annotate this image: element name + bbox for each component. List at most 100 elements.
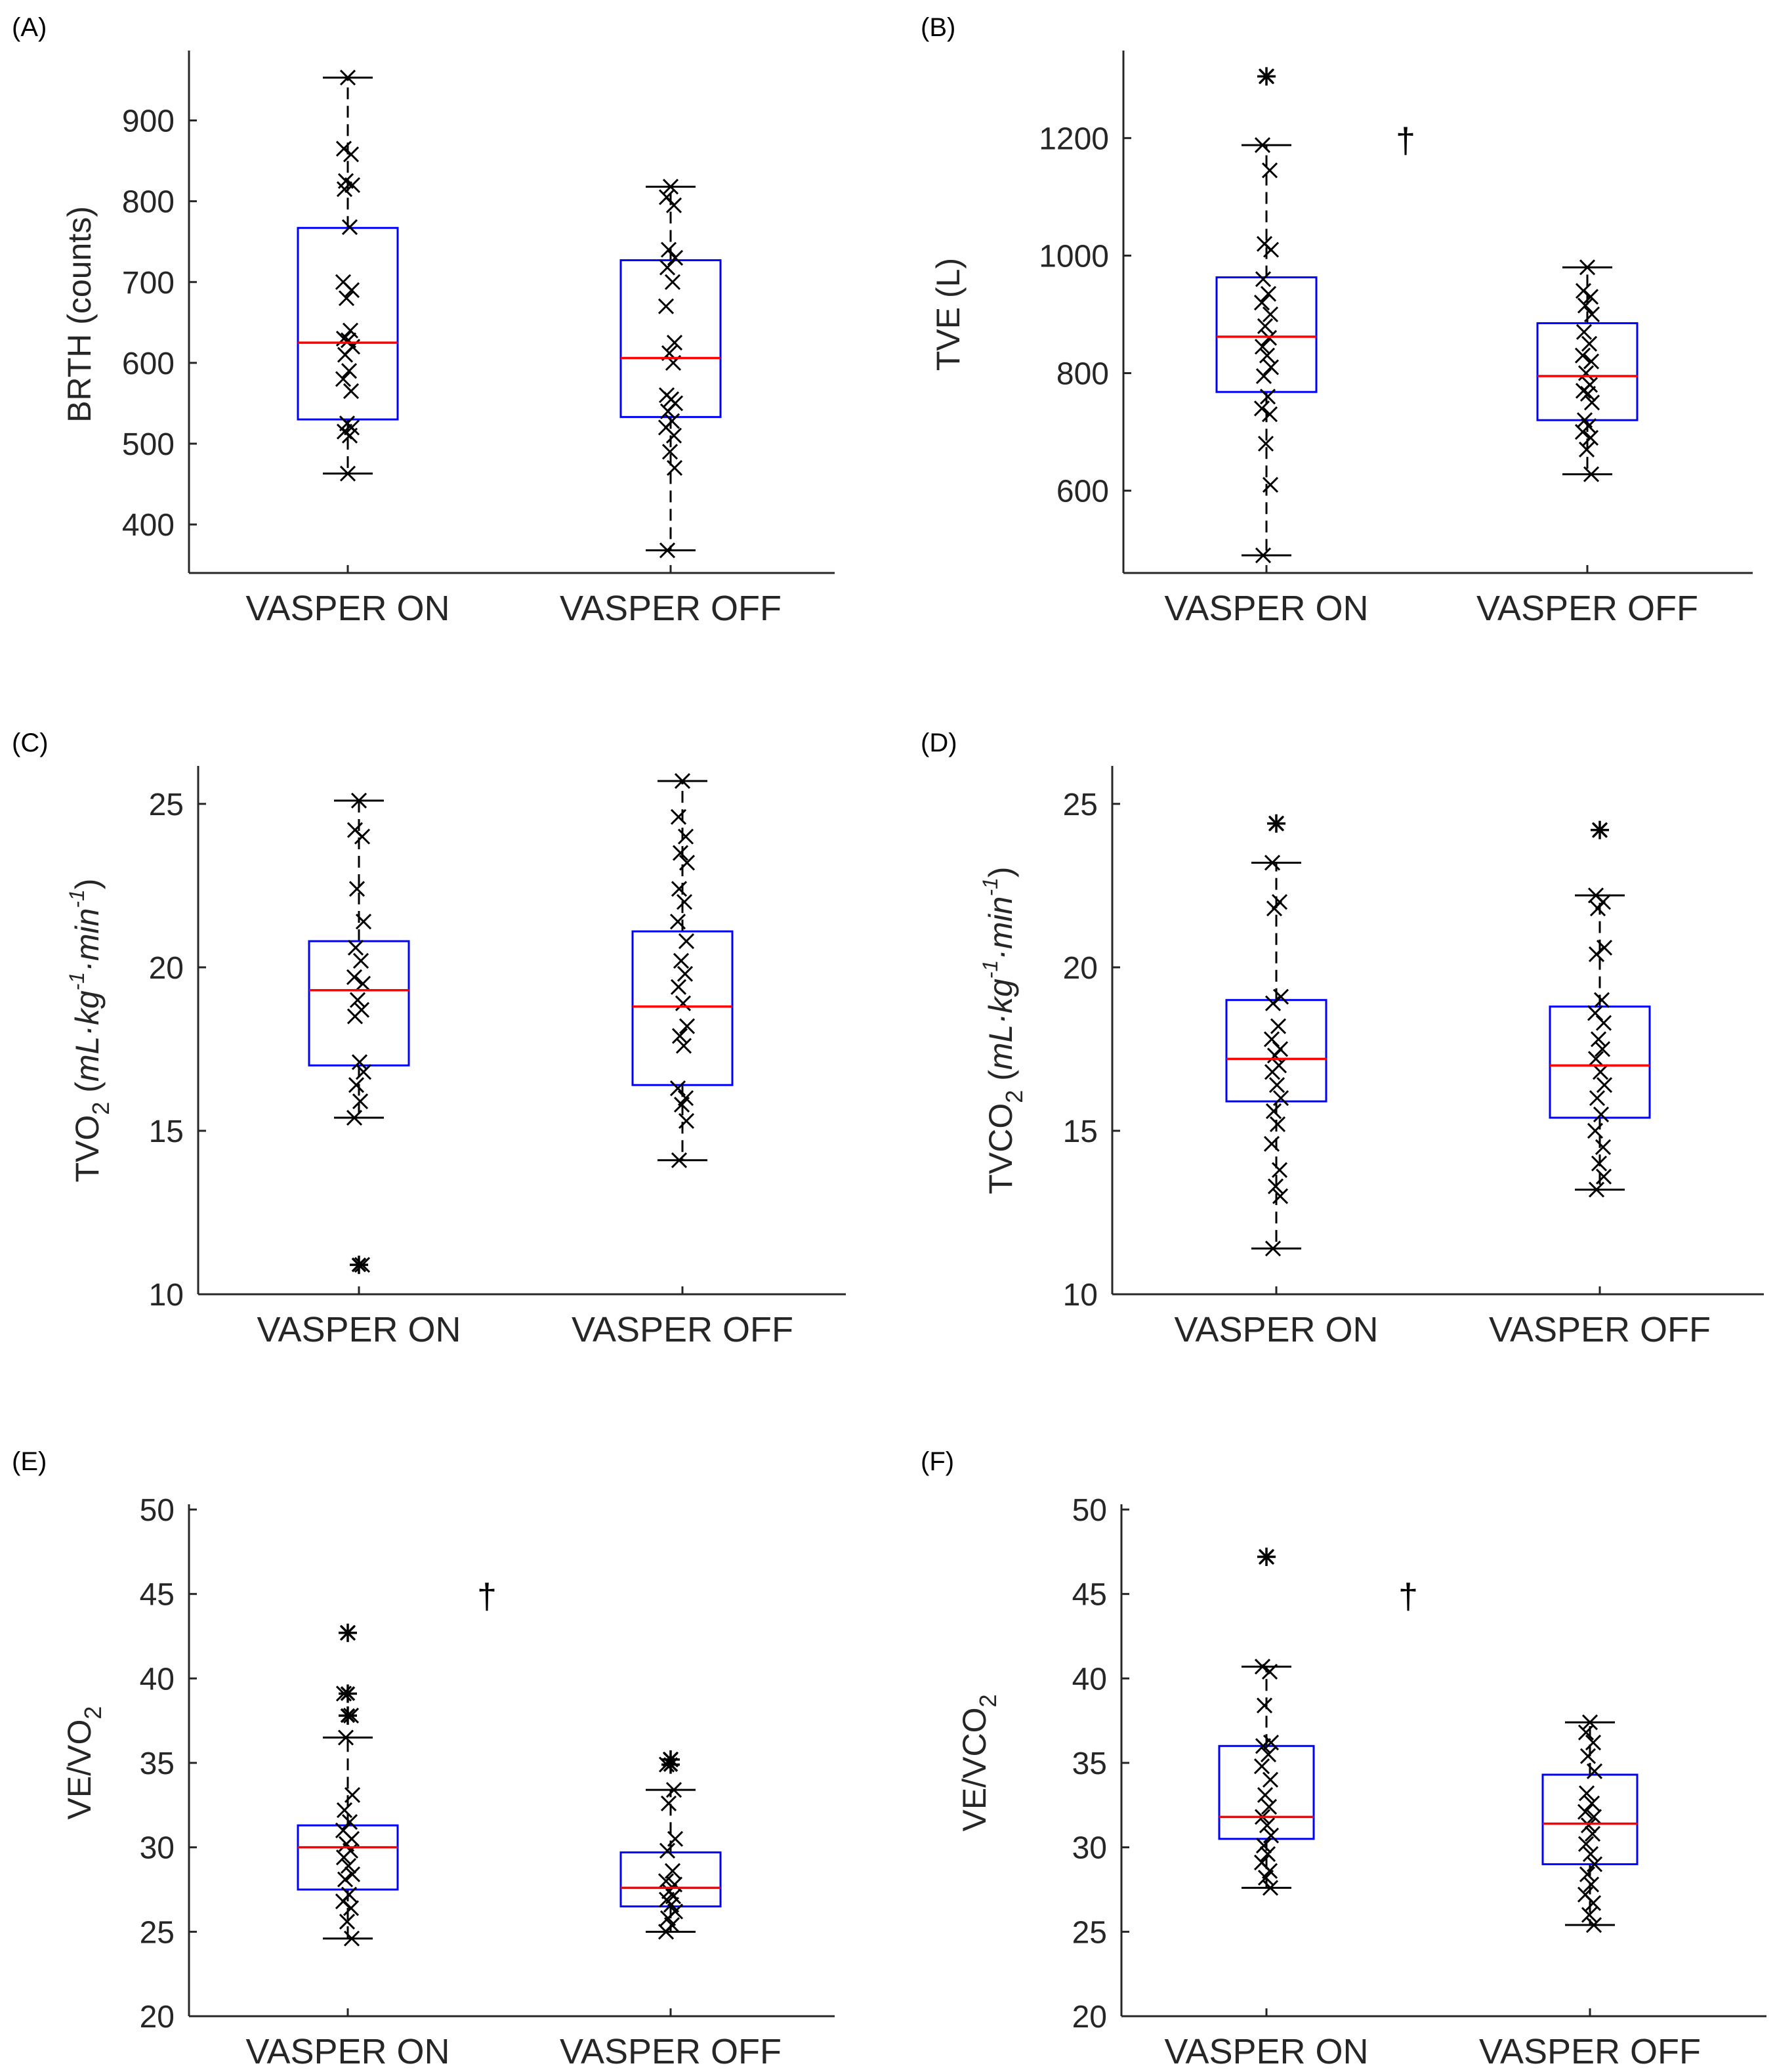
chart-d-point-0-20	[1264, 1240, 1282, 1257]
chart-f-point-0-7	[1253, 1758, 1270, 1775]
chart-d-point-0-13	[1272, 1090, 1289, 1107]
chart-a-point-0-5-stroke-2	[336, 181, 353, 198]
chart-e-point-0-12	[340, 1857, 357, 1874]
chart-c-ylabel-unit-2: ·min	[69, 908, 106, 972]
chart-b-point-0-4-stroke-2	[1263, 242, 1280, 258]
chart-a-point-1-0	[662, 179, 679, 195]
chart-d-point-1-8-stroke-2	[1595, 1015, 1612, 1031]
chart-f-point-0-3	[1256, 1697, 1273, 1714]
chart-d-point-1-3-stroke-2	[1589, 900, 1606, 917]
chart-d-point-1-8	[1595, 1015, 1612, 1031]
chart-e-point-1-5	[659, 1842, 676, 1859]
chart-b-point-1-2	[1582, 289, 1599, 305]
chart-d-point-1-5-stroke-2	[1588, 946, 1605, 963]
chart-f-point-0-10	[1261, 1798, 1278, 1815]
chart-e-point-1-6	[664, 1863, 681, 1879]
chart-f-point-0-16-stroke-2	[1253, 1854, 1270, 1871]
chart-e-point-0-16-stroke-2	[335, 1893, 352, 1910]
chart-f-ytick-label-1: 25	[1072, 1915, 1107, 1950]
chart-b: 600 800 1000 1200 TVE (L) VASPER ON VASPER OFF…	[930, 51, 1753, 628]
chart-a-point-0-15	[341, 363, 358, 379]
chart-a-point-0-7-stroke-2	[335, 274, 352, 290]
chart-b-annotation: †	[1396, 121, 1415, 160]
chart-b-point-0-9	[1257, 318, 1274, 334]
chart-c-point-1-8	[678, 933, 695, 950]
panel-label-b: (B)	[921, 13, 956, 42]
chart-f-point-1-9	[1580, 1817, 1597, 1834]
panel-label-a: (A)	[12, 13, 47, 42]
chart-f-point-0-8	[1262, 1771, 1279, 1788]
chart-b-point-1-12-stroke-2	[1579, 385, 1597, 402]
chart-a-point-0-0	[339, 70, 356, 86]
chart-a-point-1-3	[660, 242, 677, 258]
chart-c-point-1-16	[669, 1080, 686, 1097]
chart-d-point-0-14-stroke-2	[1265, 1103, 1282, 1120]
chart-e-point-0-3	[337, 1729, 354, 1746]
chart-f-outlier-0-0-stroke-4	[1259, 1549, 1274, 1565]
chart-b-xtick-label-1: VASPER OFF	[1476, 589, 1698, 628]
chart-a-ytick-label-0: 400	[122, 508, 175, 543]
chart-c-point-0-8	[354, 975, 371, 992]
chart-e-point-1-7-stroke-2	[658, 1873, 675, 1890]
chart-d-point-0-18	[1267, 1178, 1284, 1195]
chart-a-point-1-19-stroke-2	[666, 459, 683, 476]
chart-c-point-0-4-stroke-2	[355, 914, 372, 930]
chart-f-point-1-12-stroke-2	[1582, 1846, 1599, 1863]
chart-d-outlier-0-0-stroke-4	[1268, 816, 1284, 832]
chart-e-point-0-13	[344, 1866, 361, 1882]
chart-d-outlier-0-0	[1267, 814, 1285, 833]
chart-d-point-0-17-stroke-2	[1271, 1162, 1288, 1178]
chart-c-point-1-20-stroke-2	[671, 1152, 688, 1168]
chart-f-point-0-13-stroke-2	[1263, 1827, 1280, 1844]
chart-c-point-0-8-stroke-2	[354, 975, 371, 992]
chart-d-point-0-16	[1263, 1135, 1280, 1152]
chart-c-point-0-3-stroke-2	[348, 881, 365, 897]
chart-c-ylabel-sup-1: -1	[65, 972, 89, 990]
chart-b-point-1-16	[1574, 424, 1591, 440]
chart-b-point-0-18-stroke-2	[1257, 435, 1274, 452]
chart-f-point-0-15-stroke-2	[1259, 1846, 1276, 1863]
chart-a-point-1-4	[667, 249, 684, 266]
chart-e-annotation: †	[477, 1577, 497, 1617]
chart-c-point-0-2-stroke-2	[354, 828, 371, 845]
chart-b-ytick-label-3: 1200	[1039, 121, 1109, 156]
chart-b-ytick-label-0: 600	[1056, 475, 1109, 509]
chart-c-point-1-0-stroke-2	[674, 772, 691, 790]
chart-c-point-0-7	[346, 969, 363, 985]
chart-d-point-0-1	[1264, 855, 1281, 871]
chart-d-point-0-15-stroke-2	[1269, 1116, 1286, 1133]
chart-b-point-1-8-stroke-2	[1583, 353, 1600, 370]
chart-c-point-1-20	[671, 1152, 688, 1168]
chart-d-point-1-11-stroke-2	[1587, 1051, 1604, 1067]
chart-b-point-1-0-stroke-2	[1579, 259, 1596, 276]
chart-f-point-1-3-stroke-2	[1579, 1748, 1597, 1764]
chart-d-point-0-19	[1272, 1188, 1289, 1204]
chart-d-point-0-14	[1265, 1103, 1282, 1120]
chart-d-point-1-18-stroke-2	[1591, 1155, 1608, 1172]
chart-e-point-0-13-stroke-2	[344, 1866, 361, 1882]
chart-c-ytick-label-0: 10	[149, 1278, 184, 1313]
chart-f-point-1-13	[1586, 1856, 1603, 1872]
chart-a-ylabel: BRTH (counts)	[61, 206, 98, 423]
chart-b-point-1-9	[1577, 365, 1595, 381]
chart-f-point-1-7	[1577, 1804, 1594, 1820]
chart-b-point-0-2-stroke-2	[1261, 162, 1278, 179]
chart-f-point-1-18-stroke-2	[1581, 1907, 1598, 1923]
chart-f-point-0-9	[1257, 1787, 1274, 1803]
chart-d-ylabel: TVCO2 (mL·kg-1·min-1)	[978, 866, 1028, 1194]
chart-e-point-1-5-stroke-2	[659, 1842, 676, 1859]
chart-d-ytick-label-0: 10	[1063, 1278, 1098, 1313]
chart-f-ytick-label-2: 30	[1072, 1831, 1107, 1866]
chart-a-point-1-2-stroke-2	[665, 197, 682, 213]
chart-b-point-0-19	[1262, 476, 1279, 493]
chart-a-point-1-16-stroke-2	[658, 419, 675, 436]
chart-a-ytick-label-5: 900	[122, 104, 175, 139]
chart-f-point-1-15-stroke-2	[1583, 1876, 1600, 1893]
chart-f-point-0-6	[1260, 1746, 1277, 1763]
chart-c-point-1-16-stroke-2	[669, 1080, 686, 1097]
chart-e-point-1-14-stroke-2	[659, 1910, 677, 1926]
chart-c-point-1-0	[674, 772, 691, 790]
chart-c-xtick-label-0: VASPER ON	[257, 1310, 461, 1349]
chart-f-point-1-15	[1583, 1876, 1600, 1893]
